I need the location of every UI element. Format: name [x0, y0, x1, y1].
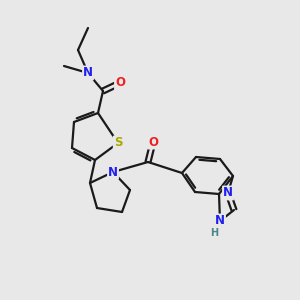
Text: H: H: [210, 228, 218, 238]
Text: N: N: [215, 214, 225, 227]
Text: O: O: [115, 76, 125, 89]
Text: O: O: [148, 136, 158, 148]
Text: N: N: [223, 187, 233, 200]
Text: N: N: [108, 166, 118, 178]
Text: S: S: [114, 136, 122, 149]
Text: N: N: [83, 67, 93, 80]
